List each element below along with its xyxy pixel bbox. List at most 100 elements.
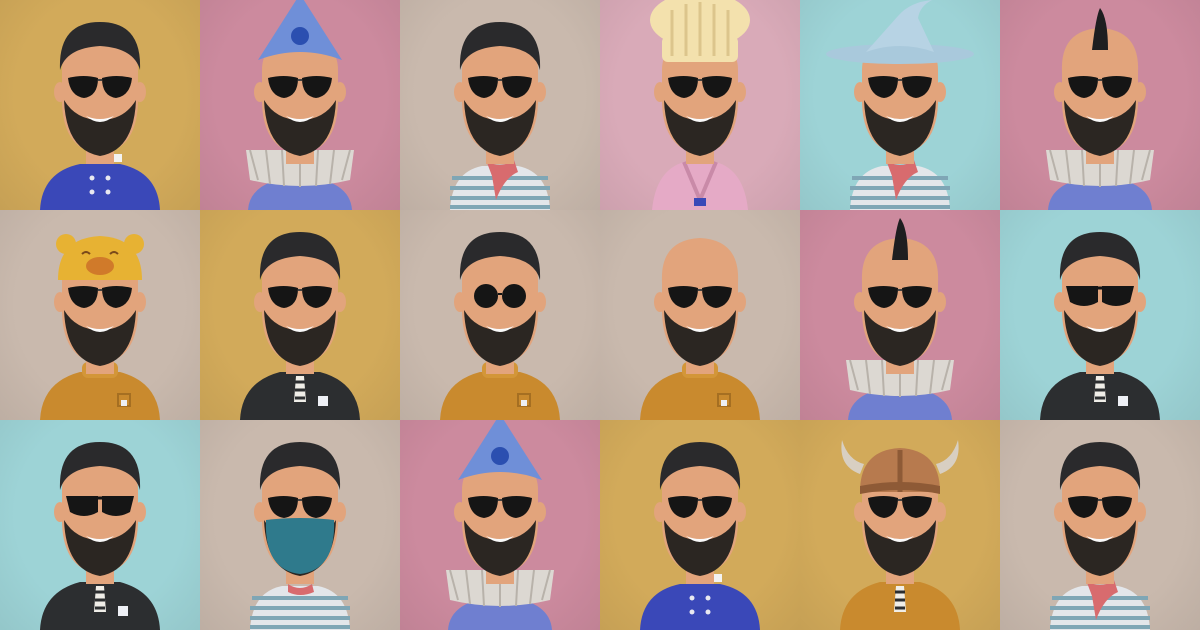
black-shirt-outfit <box>240 372 360 420</box>
beard <box>464 100 536 156</box>
aviator-sunglasses <box>868 286 932 308</box>
ruff-collar-outfit <box>1046 149 1154 210</box>
avatar-tile <box>400 420 600 630</box>
hair <box>1059 232 1141 280</box>
aviator-sunglasses <box>468 76 532 98</box>
avatar <box>40 442 160 630</box>
avatar-tile <box>400 0 600 210</box>
avatar <box>250 442 350 630</box>
avatar-tile <box>0 420 200 630</box>
smile <box>686 326 714 332</box>
ruff-collar-outfit <box>246 149 354 210</box>
avatar-tile <box>0 210 200 420</box>
smile <box>86 116 114 122</box>
avatar-tile <box>600 210 800 420</box>
ruff-collar-outfit <box>846 359 954 420</box>
beard <box>464 520 536 576</box>
beard <box>64 100 136 156</box>
smile <box>886 326 914 332</box>
beard <box>664 310 736 366</box>
avatar <box>40 234 160 420</box>
beard <box>864 310 936 366</box>
aviator-sunglasses <box>868 496 932 518</box>
striped-shirt-outfit <box>250 584 350 630</box>
beard <box>64 520 136 576</box>
beard <box>64 310 136 366</box>
smile <box>86 536 114 542</box>
party-hat <box>458 420 542 480</box>
avatar-tile <box>800 420 1000 630</box>
smile <box>486 116 514 122</box>
hair <box>459 22 541 70</box>
wayfarer-sunglasses <box>66 496 134 516</box>
aviator-sunglasses <box>1068 496 1132 518</box>
pink-robe-outfit <box>652 161 748 210</box>
black-shirt-outfit <box>1040 372 1160 420</box>
beard <box>264 100 336 156</box>
beard <box>864 100 936 156</box>
mohawk-hair <box>1092 8 1108 50</box>
smile <box>686 536 714 542</box>
bear-hat <box>56 234 144 280</box>
avatar <box>40 22 160 210</box>
smile <box>486 536 514 542</box>
mohawk-hair <box>892 218 908 260</box>
hair <box>259 232 341 280</box>
face-mask <box>265 518 335 574</box>
wizard-hat <box>826 0 974 64</box>
viking-helmet <box>841 440 959 494</box>
avatar-tile <box>800 0 1000 210</box>
aviator-sunglasses <box>268 76 332 98</box>
ruff-collar-outfit <box>446 569 554 630</box>
smile <box>1086 116 1114 122</box>
aviator-sunglasses <box>668 76 732 98</box>
avatar <box>826 0 974 210</box>
aviator-sunglasses <box>668 496 732 518</box>
beard <box>1064 520 1136 576</box>
avatar-tile <box>400 210 600 420</box>
avatar <box>840 440 960 630</box>
avatar-tile <box>1000 210 1200 420</box>
avatar <box>846 218 954 420</box>
aviator-sunglasses <box>1068 76 1132 98</box>
avatar-tile <box>200 210 400 420</box>
hair <box>459 232 541 280</box>
avatar <box>240 232 360 420</box>
avatar-tile <box>1000 0 1200 210</box>
hair <box>59 442 141 490</box>
hair <box>659 442 741 490</box>
smile <box>686 116 714 122</box>
party-hat <box>258 0 342 60</box>
avatar-tile <box>600 420 800 630</box>
avatar <box>650 0 750 210</box>
beard <box>264 310 336 366</box>
blue-coat-outfit <box>640 574 760 630</box>
round-sunglasses <box>474 284 526 308</box>
avatar-tile <box>0 0 200 210</box>
smile <box>86 326 114 332</box>
avatar <box>446 420 554 630</box>
smile <box>1086 326 1114 332</box>
hair <box>259 442 341 490</box>
avatar-tile <box>200 0 400 210</box>
beard <box>1064 310 1136 366</box>
beard <box>864 520 936 576</box>
avatar <box>1046 8 1154 210</box>
beard <box>664 520 736 576</box>
avatar-tile <box>1000 420 1200 630</box>
striped-shirt-outfit <box>850 160 950 210</box>
smile <box>486 326 514 332</box>
orange-sweater-outfit <box>840 582 960 630</box>
smile <box>286 116 314 122</box>
avatar <box>640 238 760 420</box>
beard <box>1064 100 1136 156</box>
aviator-sunglasses <box>268 496 332 518</box>
aviator-sunglasses <box>68 76 132 98</box>
smile <box>886 536 914 542</box>
avatar <box>640 442 760 630</box>
blue-coat-outfit <box>40 154 160 210</box>
beard <box>464 310 536 366</box>
avatar <box>1050 442 1150 630</box>
aviator-sunglasses <box>68 286 132 308</box>
